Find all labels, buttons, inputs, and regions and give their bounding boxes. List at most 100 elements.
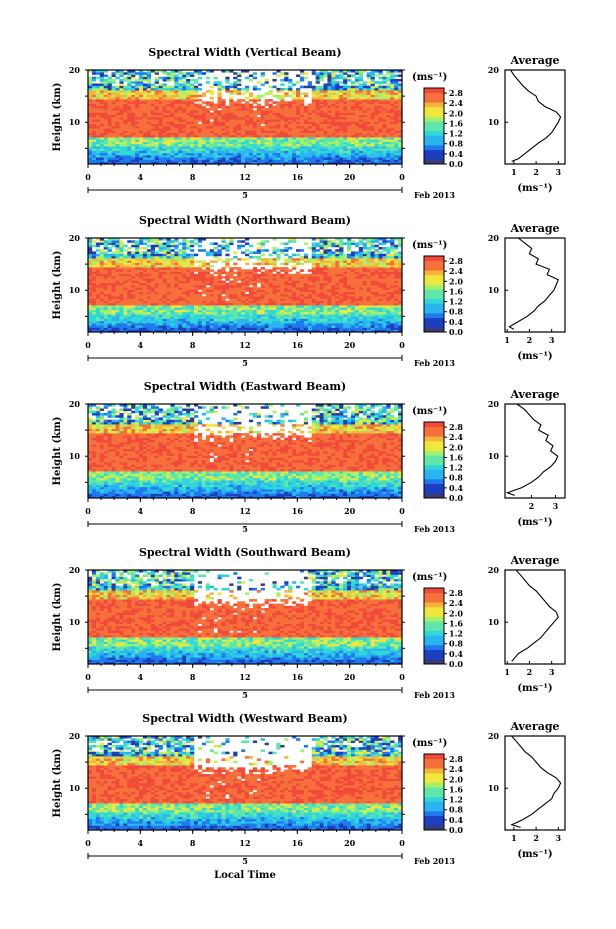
colorbar-unit-label: (ms⁻¹) [412,572,447,583]
x-tick-label: 16 [292,506,304,516]
profile-x-tick-label: 3 [556,167,562,177]
date-tick-label: 5 [242,856,248,866]
x-tick-label: 0 [399,340,405,350]
profile-title: Average [509,388,559,401]
colorbar-tick-label: 1.2 [449,463,463,473]
panel-title: Spectral Width (Northward Beam) [139,214,351,227]
profile-x-axis-label: (ms⁻¹) [517,683,552,694]
colorbar-frame [423,753,445,831]
y-axis-label: Height (km) [52,583,63,652]
colorbar-tick-label: 0.4 [449,317,463,327]
colorbar-tick-label: 2.4 [449,598,463,608]
colorbar-tick-label: 1.6 [449,618,463,628]
x-tick-label: 20 [344,172,356,182]
y-tick-label: 10 [69,117,81,127]
x-tick-label: 12 [239,340,250,350]
date-tick-label: 5 [242,690,248,700]
x-tick-label: 12 [239,838,250,848]
colorbar-tick-label: 0.0 [449,327,463,337]
x-tick-label: 8 [190,340,196,350]
colorbar-tick-label: 2.0 [449,774,463,784]
colorbar-tick-label: 2.8 [449,754,463,764]
date-month-label: Feb 2013 [414,524,455,534]
profile-x-tick-label: 2 [527,335,533,345]
y-axis-label: Height (km) [52,749,63,818]
panel-3: Spectral Width (Eastward Beam)2010Height… [52,380,566,534]
panel-title: Spectral Width (Westward Beam) [142,712,347,725]
colorbar-tick-label: 1.6 [449,452,463,462]
x-tick-label: 16 [292,172,304,182]
x-tick-label: 4 [138,672,144,682]
x-tick-label: 20 [344,672,356,682]
colorbar-tick-label: 2.0 [449,108,463,118]
colorbar-tick-label: 0.4 [449,649,463,659]
profile-line [510,735,562,828]
profile-x-axis-label: (ms⁻¹) [517,351,552,362]
colorbar-tick-label: 2.0 [449,276,463,286]
x-tick-label: 12 [239,172,250,182]
profile-x-tick-label: 1 [511,167,517,177]
colorbar-tick-label: 2.4 [449,98,463,108]
profile-x-axis-label: (ms⁻¹) [517,517,552,528]
colorbar-tick-label: 2.8 [449,256,463,266]
colorbar-tick-label: 0.8 [449,307,463,317]
heatmap-field [88,404,403,499]
colorbar-unit-label: (ms⁻¹) [412,72,447,83]
x-tick-label: 0 [85,838,91,848]
profile-y-tick-label: 10 [488,117,500,127]
profile-y-tick-label: 20 [488,565,500,575]
x-tick-label: 20 [344,838,356,848]
profile-title: Average [509,222,559,235]
y-tick-label: 10 [69,285,81,295]
profile-y-tick-label: 20 [488,399,500,409]
colorbar-unit-label: (ms⁻¹) [412,240,447,251]
x-tick-label: 20 [344,506,356,516]
y-tick-label: 20 [69,65,81,75]
colorbar-unit-label: (ms⁻¹) [412,738,447,749]
panel-5: Spectral Width (Westward Beam) 20 1 0 Height… [52,712,566,866]
colorbar-tick-label: 2.8 [449,588,463,598]
x-tick-label: 0 [399,506,405,516]
profile-x-tick-label: 3 [549,335,555,345]
y-tick-label: 10 [69,451,81,461]
colorbar-tick-label: 0.8 [449,139,463,149]
date-month-label: Feb 2013 [414,856,455,866]
x-tick-label: 0 [85,340,91,350]
x-tick-label: 20 [344,340,356,350]
x-tick-label: 8 [190,172,196,182]
x-tick-label: 0 [399,172,405,182]
profile-title: Average [509,720,559,733]
colorbar-frame [423,255,445,333]
y-tick-label: 20 [69,233,81,243]
colorbar-tick-label: 2.0 [449,608,463,618]
date-month-label: Feb 2013 [414,190,455,200]
x-tick-label: 4 [138,340,144,350]
colorbar-tick-label: 2.4 [449,266,463,276]
colorbar-tick-label: 0.8 [449,473,463,483]
profile-y-tick-label: 10 [488,285,500,295]
profile-x-tick-label: 1 [511,833,517,843]
x-tick-label: 12 [239,672,250,682]
x-axis-label: Local Time [214,870,276,881]
panel-4: Spectral Width (Southward Beam)2010Heigh… [52,546,566,700]
colorbar-tick-label: 0.8 [449,805,463,815]
y-tick-label: 20 [69,565,81,575]
colorbar-tick-label: 2.4 [449,432,463,442]
colorbar-frame [423,87,445,165]
profile-frame [504,237,566,333]
profile-frame [504,735,566,831]
date-month-label: Feb 2013 [414,358,455,368]
colorbar-tick-label: 0.0 [449,493,463,503]
profile-x-tick-label: 2 [527,667,533,677]
x-tick-label: 16 [292,672,304,682]
profile-x-tick-label: 2 [533,833,539,843]
profile-x-axis-label: (ms⁻¹) [517,183,552,194]
colorbar-tick-label: 0.0 [449,825,463,835]
colorbar-tick-label: 2.4 [449,764,463,774]
panel-title: Spectral Width (Vertical Beam) [148,46,341,59]
x-tick-label: 8 [190,506,196,516]
date-tick-label: 5 [242,358,248,368]
colorbar-tick-label: 0.4 [449,149,463,159]
colorbar-tick-label: 1.2 [449,629,463,639]
colorbar-tick-label: 1.6 [449,286,463,296]
